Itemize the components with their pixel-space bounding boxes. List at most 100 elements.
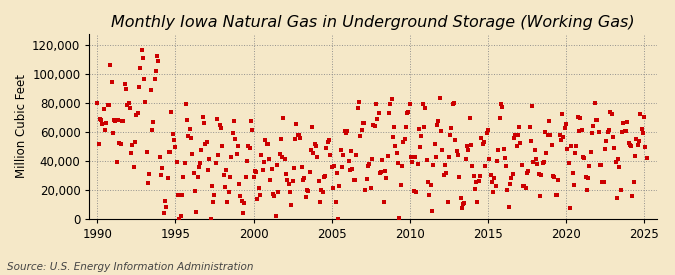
Point (321, 146, 332, 150)
Point (386, 96, 397, 101)
Point (372, 116, 383, 121)
Point (97, 122, 108, 127)
Point (331, 171, 342, 175)
Point (456, 205, 467, 210)
Point (640, 145, 651, 149)
Point (563, 161, 574, 165)
Point (127, 143, 138, 147)
Point (494, 116, 505, 120)
Point (458, 202, 468, 207)
Point (275, 136, 286, 141)
Point (194, 161, 205, 165)
Point (581, 188, 592, 192)
Point (340, 128, 350, 133)
Point (92, 101, 103, 105)
Point (162, 176, 173, 180)
Point (498, 147, 509, 151)
Point (230, 137, 241, 142)
Point (103, 103, 114, 108)
Point (541, 150, 552, 155)
Point (389, 124, 400, 129)
Point (130, 140, 140, 144)
Point (294, 133, 304, 138)
Point (417, 102, 428, 106)
Point (411, 189, 422, 194)
Point (605, 110, 616, 114)
Point (138, 56, 148, 60)
Point (551, 193, 562, 197)
Point (265, 178, 276, 183)
Point (338, 153, 349, 158)
Point (367, 157, 377, 161)
Point (319, 174, 329, 179)
Point (152, 54, 163, 58)
Point (364, 162, 375, 167)
Point (308, 151, 319, 155)
Point (346, 149, 356, 153)
Point (574, 129, 585, 133)
Point (217, 144, 227, 148)
Point (93, 142, 104, 147)
Point (352, 106, 363, 111)
Point (561, 121, 572, 126)
Point (247, 128, 258, 133)
Point (404, 102, 415, 106)
Point (134, 85, 144, 89)
Point (285, 189, 296, 194)
Point (608, 134, 618, 139)
Point (99, 107, 109, 111)
Point (606, 112, 617, 116)
Point (532, 161, 543, 166)
Point (459, 201, 470, 205)
Point (390, 143, 401, 148)
Point (191, 210, 202, 214)
Point (583, 176, 593, 180)
Point (484, 157, 495, 162)
Point (511, 144, 522, 148)
Point (310, 144, 321, 148)
Point (438, 173, 449, 178)
Point (263, 142, 273, 147)
Point (641, 156, 652, 161)
Point (286, 203, 297, 207)
Point (323, 140, 333, 144)
Point (361, 177, 372, 182)
Point (368, 122, 379, 127)
Point (354, 100, 364, 104)
Point (449, 100, 460, 105)
Point (399, 137, 410, 141)
Point (209, 193, 220, 197)
Point (480, 164, 491, 168)
Point (639, 115, 649, 119)
Point (190, 189, 200, 193)
Point (325, 153, 335, 157)
Point (302, 188, 313, 193)
Point (250, 170, 261, 174)
Point (506, 176, 517, 180)
Point (278, 116, 289, 120)
Point (222, 200, 233, 204)
Point (105, 62, 115, 67)
Point (117, 119, 128, 123)
Point (213, 152, 223, 157)
Point (144, 172, 155, 176)
Point (579, 155, 590, 160)
Point (295, 136, 306, 141)
Point (200, 142, 211, 146)
Point (392, 151, 402, 155)
Point (490, 184, 501, 188)
Point (439, 163, 450, 167)
Point (173, 193, 184, 198)
Point (204, 156, 215, 161)
Point (226, 155, 237, 160)
Point (273, 190, 284, 194)
Point (113, 118, 124, 123)
Point (470, 187, 481, 191)
Point (140, 100, 151, 104)
Point (256, 153, 267, 157)
Point (595, 162, 605, 167)
Point (268, 192, 279, 196)
Point (416, 134, 427, 138)
Point (277, 155, 288, 160)
Point (221, 168, 232, 172)
